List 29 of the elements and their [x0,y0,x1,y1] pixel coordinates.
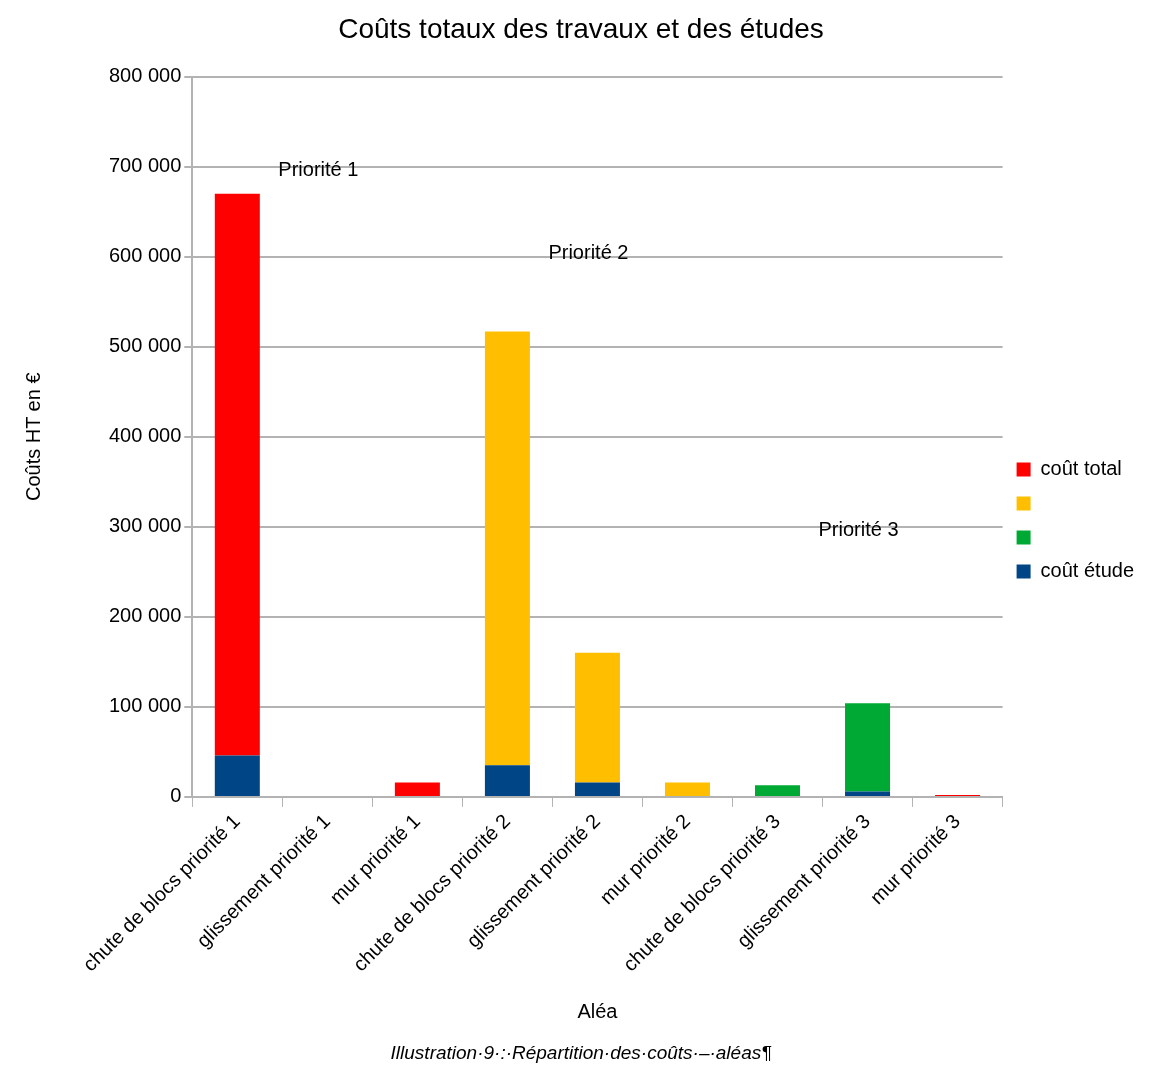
bar [214,755,260,796]
legend-label: coût total [1040,457,1122,480]
y-axis-title: Coûts HT en € [21,372,44,502]
bar [845,703,891,792]
y-tick-label: 500 000 [109,334,182,357]
y-tick-label: 600 000 [109,244,182,267]
y-tick-label: 800 000 [109,64,182,87]
y-tick-label: 0 [170,784,182,807]
annotation: Priorité 3 [818,517,899,540]
y-tick-label: 300 000 [109,514,182,537]
legend-label: coût étude [1040,559,1135,582]
text: Illustration·9·:·Répartition·des·coûts·–·aléas¶ [389,1042,773,1064]
bar [574,782,620,796]
annotation: Priorité 2 [548,240,629,263]
annotation: Priorité 1 [278,157,359,180]
y-tick-label: 700 000 [109,154,182,177]
bar [574,652,620,783]
bar [845,791,891,796]
bar [755,785,801,796]
bar [664,782,710,796]
y-tick-label: 100 000 [109,694,182,717]
bar [214,193,260,756]
x-axis-title: Aléa [577,999,619,1022]
bar [484,331,530,766]
chart-title: Coûts totaux des travaux et des études [338,12,824,44]
y-tick-label: 400 000 [109,424,182,447]
y-tick-label: 200 000 [109,604,182,627]
bar [484,765,530,796]
bar [394,782,440,796]
